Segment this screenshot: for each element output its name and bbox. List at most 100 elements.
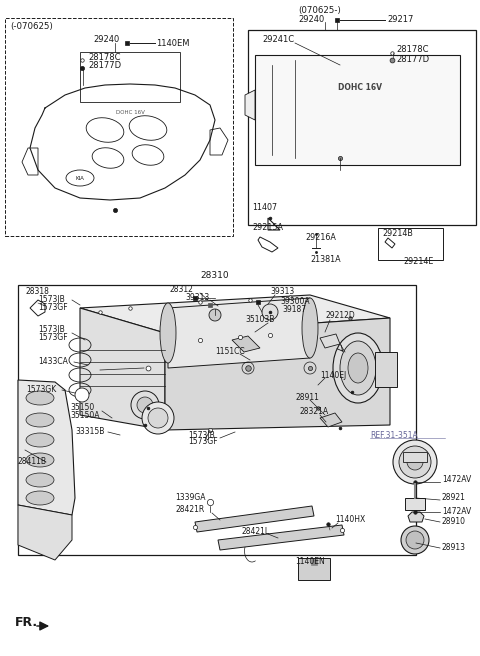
Bar — [248, 30, 476, 225]
Text: KIA: KIA — [75, 176, 84, 180]
Circle shape — [406, 531, 424, 549]
Circle shape — [209, 309, 221, 321]
Text: DOHC 16V: DOHC 16V — [338, 83, 382, 92]
Text: REF.31-351A: REF.31-351A — [370, 430, 418, 440]
Text: 28321A: 28321A — [300, 407, 329, 417]
Text: 1573JB: 1573JB — [188, 430, 215, 440]
Text: 28910: 28910 — [442, 516, 466, 525]
Circle shape — [131, 391, 159, 419]
Circle shape — [401, 526, 429, 554]
Text: 1573GF: 1573GF — [188, 438, 217, 447]
Text: 28911: 28911 — [295, 394, 319, 403]
Polygon shape — [320, 413, 342, 427]
Text: 29241C: 29241C — [262, 35, 294, 45]
Polygon shape — [232, 336, 260, 352]
Text: 35150: 35150 — [70, 403, 94, 413]
Ellipse shape — [26, 433, 54, 447]
Text: 1140EN: 1140EN — [295, 558, 325, 567]
Circle shape — [75, 388, 89, 402]
Text: 28921: 28921 — [442, 493, 466, 502]
Text: 28177D: 28177D — [88, 60, 121, 70]
Polygon shape — [165, 318, 390, 430]
Ellipse shape — [340, 341, 376, 395]
Text: 29240: 29240 — [298, 14, 324, 24]
Bar — [403, 452, 427, 462]
Bar — [5, 18, 233, 236]
Circle shape — [148, 408, 168, 428]
Circle shape — [407, 454, 423, 470]
Text: 29240: 29240 — [93, 35, 119, 45]
Polygon shape — [18, 505, 72, 560]
Text: 1140HX: 1140HX — [335, 516, 365, 525]
Bar — [18, 285, 416, 555]
Text: DOHC 16V: DOHC 16V — [116, 110, 144, 115]
Polygon shape — [168, 298, 310, 368]
Text: 39313: 39313 — [270, 287, 294, 297]
Polygon shape — [18, 380, 75, 515]
Text: 39300A: 39300A — [280, 298, 310, 306]
Text: 28421R: 28421R — [175, 506, 204, 514]
Ellipse shape — [26, 391, 54, 405]
Bar — [80, 52, 180, 102]
Polygon shape — [245, 90, 255, 120]
Text: 29217: 29217 — [387, 16, 413, 24]
Text: (-070625): (-070625) — [10, 22, 53, 30]
Text: 35150A: 35150A — [70, 411, 99, 419]
Polygon shape — [80, 295, 390, 333]
Text: 1573JB: 1573JB — [38, 295, 65, 304]
Text: FR.: FR. — [15, 615, 38, 628]
Polygon shape — [320, 334, 340, 348]
Text: (070625-): (070625-) — [298, 5, 341, 14]
Text: 39313: 39313 — [185, 293, 209, 302]
Ellipse shape — [160, 303, 176, 363]
Text: 1573GK: 1573GK — [26, 386, 56, 394]
Text: 1140EJ: 1140EJ — [320, 371, 346, 380]
Text: 28178C: 28178C — [88, 52, 120, 62]
Polygon shape — [408, 512, 424, 522]
Bar — [378, 228, 443, 260]
Ellipse shape — [26, 491, 54, 505]
Text: 28913: 28913 — [442, 544, 466, 552]
Polygon shape — [195, 506, 314, 532]
Ellipse shape — [26, 473, 54, 487]
Circle shape — [142, 402, 174, 434]
Bar — [375, 352, 397, 387]
Text: 21381A: 21381A — [310, 255, 341, 264]
Text: 1339GA: 1339GA — [175, 493, 205, 502]
Text: 1433CA: 1433CA — [38, 358, 68, 367]
Text: 29214B: 29214B — [382, 230, 413, 239]
Bar — [405, 498, 425, 510]
Text: 28411B: 28411B — [18, 457, 47, 466]
Text: 28310: 28310 — [201, 272, 229, 281]
Text: 28177D: 28177D — [396, 54, 429, 64]
Circle shape — [137, 397, 153, 413]
Ellipse shape — [26, 453, 54, 467]
Polygon shape — [218, 525, 344, 550]
Text: 1573JB: 1573JB — [38, 325, 65, 335]
Text: 11407: 11407 — [252, 203, 277, 213]
Text: 29214E: 29214E — [403, 258, 433, 266]
Circle shape — [262, 304, 278, 320]
Text: 1573GF: 1573GF — [38, 302, 68, 312]
Text: 1151CC: 1151CC — [215, 348, 245, 356]
Text: 28318: 28318 — [26, 287, 50, 297]
Ellipse shape — [333, 333, 383, 403]
Polygon shape — [80, 308, 165, 430]
Text: 29212D: 29212D — [325, 312, 355, 321]
Text: 29215A: 29215A — [252, 224, 283, 232]
Bar — [298, 558, 330, 580]
Text: 1140EM: 1140EM — [156, 39, 190, 47]
Text: 1472AV: 1472AV — [442, 508, 471, 516]
Text: 1573GF: 1573GF — [38, 333, 68, 342]
Text: 33315B: 33315B — [75, 428, 104, 436]
Text: 29216A: 29216A — [305, 234, 336, 243]
Polygon shape — [255, 55, 460, 165]
Text: 1472AV: 1472AV — [442, 476, 471, 485]
Text: 28178C: 28178C — [396, 45, 429, 54]
Text: 28312: 28312 — [170, 285, 194, 295]
Circle shape — [399, 446, 431, 478]
Text: 28421L: 28421L — [242, 527, 270, 537]
Circle shape — [393, 440, 437, 484]
Ellipse shape — [302, 298, 318, 358]
Text: 35103B: 35103B — [245, 316, 275, 325]
